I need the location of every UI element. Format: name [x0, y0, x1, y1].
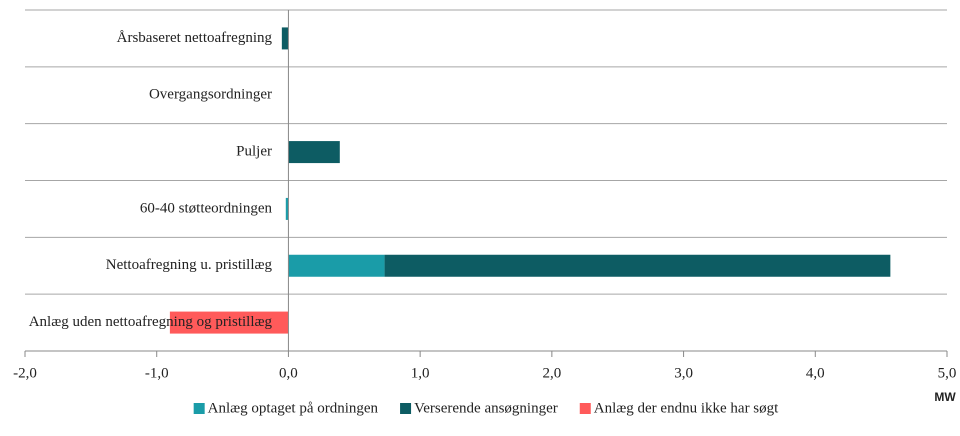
- x-tick-label: 3,0: [674, 365, 693, 381]
- x-axis-label: MW: [934, 390, 956, 404]
- legend-swatch: [400, 403, 412, 414]
- category-label: Årsbaseret nettoafregning: [117, 30, 273, 46]
- legend-label: Anlæg optaget på ordningen: [208, 400, 379, 416]
- bar: [281, 27, 289, 50]
- x-tick-label: 2,0: [542, 365, 561, 381]
- bar: [285, 197, 289, 220]
- bar: [288, 254, 385, 277]
- x-tick-label: 5,0: [938, 365, 957, 381]
- category-label: 60-40 støtteordningen: [140, 200, 273, 216]
- legend-label: Verserende ansøgninger: [414, 400, 558, 416]
- category-label: Overgangsordninger: [149, 87, 272, 103]
- category-label: Anlæg uden nettoafregning og pristillæg: [29, 314, 273, 330]
- x-tick-label: 0,0: [279, 365, 298, 381]
- x-tick-label: -2,0: [13, 365, 37, 381]
- category-label: Puljer: [236, 144, 272, 160]
- legend-label: Anlæg der endnu ikke har søgt: [594, 400, 779, 416]
- x-tick-label: 1,0: [411, 365, 430, 381]
- x-tick-label: -1,0: [145, 365, 169, 381]
- legend-swatch: [579, 403, 591, 414]
- category-label: Nettoafregning u. pristillæg: [106, 257, 273, 273]
- bar: [169, 311, 289, 334]
- x-tick-label: 4,0: [806, 365, 825, 381]
- bar: [288, 141, 340, 164]
- bar: [384, 254, 891, 277]
- legend-swatch: [193, 403, 205, 414]
